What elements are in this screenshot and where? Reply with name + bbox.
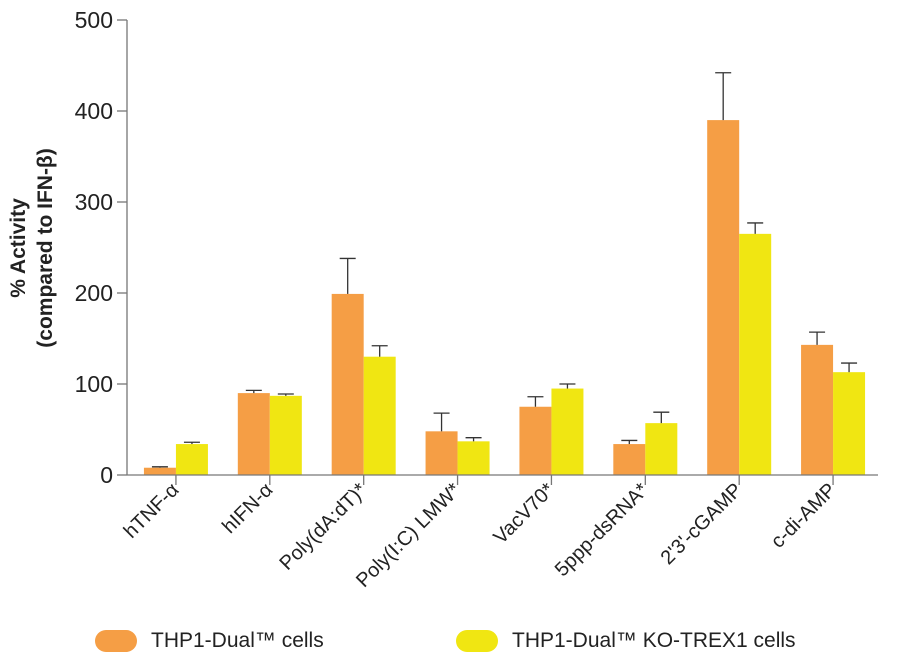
bar — [645, 423, 678, 475]
legend-label: THP1-Dual™ KO-TREX1 cells — [512, 629, 796, 652]
bar — [707, 120, 740, 475]
legend-swatch-yellow — [456, 630, 498, 652]
bar — [143, 467, 176, 475]
legend-item-ko-trex1: THP1-Dual™ KO-TREX1 cells — [456, 626, 796, 656]
x-tick-label: Poly(dA:dT)* — [275, 479, 371, 575]
y-tick-label: 0 — [100, 462, 113, 488]
legend-swatch-orange — [95, 630, 137, 652]
bar — [237, 393, 270, 475]
x-tick-label: hTNF-α — [120, 479, 184, 543]
x-tick-label: hIFN-α — [218, 479, 277, 538]
bar-chart: 0 100 200 300 400 500 hTNF-α hIFN-αPoly(dA:dT)… — [7, 7, 878, 592]
bar — [331, 293, 364, 475]
bar — [457, 441, 490, 475]
y-tick-label: 300 — [75, 189, 113, 215]
x-tick-label: 2'3'-cGAMP — [657, 479, 747, 569]
bar — [425, 431, 458, 475]
y-tick-label: 100 — [75, 371, 113, 397]
y-axis: 0 100 200 300 400 500 — [75, 7, 128, 488]
bar — [519, 406, 552, 475]
bar — [269, 395, 302, 475]
bar — [175, 444, 208, 475]
bar — [363, 356, 396, 475]
bar — [613, 444, 646, 475]
bars — [143, 72, 866, 475]
legend-item-thp1-dual: THP1-Dual™ cells — [95, 626, 324, 656]
bar — [739, 233, 772, 475]
y-label-line1: % Activity — [7, 198, 30, 298]
y-label-line2: (compared to IFN-β) — [34, 148, 57, 347]
x-tick-label: 5ppp-dsRNA* — [551, 479, 653, 581]
y-tick-label: 500 — [75, 7, 113, 33]
y-tick-label: 200 — [75, 280, 113, 306]
bar — [801, 344, 834, 475]
y-axis-label: % Activity (compared to IFN-β) — [7, 148, 57, 347]
x-tick-label: c-di-AMP — [767, 479, 841, 553]
bar — [833, 372, 866, 475]
legend-label: THP1-Dual™ cells — [151, 629, 324, 652]
x-tick-label: VacV70* — [489, 479, 559, 549]
y-tick-label: 400 — [75, 98, 113, 124]
bar — [551, 388, 584, 475]
